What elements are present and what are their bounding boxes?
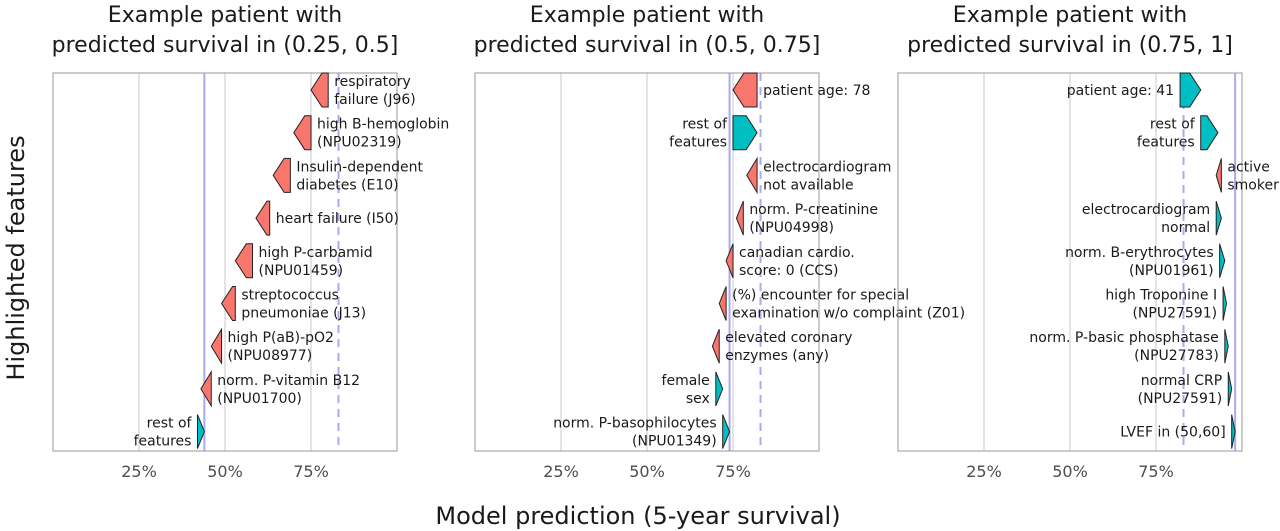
feature-label: electrocardiogram normal bbox=[1082, 202, 1210, 236]
feature-label: norm. P-creatinine (NPU04998) bbox=[749, 202, 878, 236]
panel-title: Example patient with bbox=[953, 3, 1187, 28]
feature-arrow bbox=[732, 115, 758, 151]
feature-arrow bbox=[1219, 243, 1226, 278]
feature-arrow bbox=[210, 327, 223, 365]
x-tick-label: 75% bbox=[1138, 462, 1174, 481]
feature-arrow bbox=[234, 243, 254, 279]
feature-label: norm. P-basophilocytes (NPU01349) bbox=[553, 416, 716, 450]
feature-arrow bbox=[272, 157, 291, 193]
x-axis-title: Model prediction (5-year survival) bbox=[435, 502, 840, 530]
feature-label: LVEF in (50,60] bbox=[1120, 425, 1225, 441]
panel-title: predicted survival in (0.25, 0.5] bbox=[52, 33, 399, 58]
panel-frame bbox=[474, 72, 820, 452]
x-tick-label: 50% bbox=[1052, 462, 1088, 481]
x-tick-label: 25% bbox=[121, 462, 157, 481]
panel-1: Example patient with predicted survival i… bbox=[52, 3, 450, 481]
feature-label: high P(aB)-pO2 (NPU08977) bbox=[228, 330, 334, 364]
x-tick-label: 25% bbox=[543, 462, 579, 481]
feature-arrow bbox=[718, 286, 727, 321]
feature-label: patient age: 41 bbox=[1067, 83, 1174, 99]
feature-arrow bbox=[735, 200, 744, 236]
feature-arrow bbox=[200, 370, 212, 408]
feature-label: active smoker bbox=[1227, 159, 1279, 193]
feature-label: norm. P-basic phosphatase (NPU27783) bbox=[1029, 330, 1218, 364]
panel-2: Example patient with predicted survival i… bbox=[474, 3, 965, 481]
feature-arrow bbox=[1224, 329, 1229, 364]
feature-label: norm. B-erythrocytes (NPU01961) bbox=[1065, 245, 1214, 279]
panel-title: predicted survival in (0.5, 0.75] bbox=[474, 33, 821, 58]
x-tick-label: 75% bbox=[715, 462, 751, 481]
feature-arrow bbox=[725, 243, 734, 278]
feature-arrow bbox=[1227, 371, 1233, 406]
feature-arrow bbox=[310, 72, 329, 108]
panel-frame bbox=[897, 72, 1243, 452]
feature-label: rest of features bbox=[669, 117, 728, 151]
feature-arrow bbox=[1215, 200, 1222, 236]
panel-3: Example patient with predicted survival i… bbox=[897, 3, 1279, 481]
x-tick-label: 75% bbox=[293, 462, 329, 481]
feature-arrow bbox=[196, 414, 205, 449]
feature-label: normal CRP (NPU27591) bbox=[1138, 373, 1223, 407]
feature-label: high Troponine I (NPU27591) bbox=[1105, 288, 1217, 322]
panel-frame bbox=[52, 72, 398, 452]
feature-label: elevated coronary enzymes (any) bbox=[725, 330, 852, 364]
feature-arrow bbox=[255, 200, 271, 236]
feature-arrow bbox=[1215, 158, 1222, 193]
feature-arrow bbox=[1179, 72, 1202, 108]
panel-title: predicted survival in (0.75, 1] bbox=[907, 33, 1233, 58]
feature-arrow bbox=[715, 371, 724, 407]
feature-arrow bbox=[220, 286, 236, 321]
feature-label: streptococcus pneumoniae (J13) bbox=[241, 288, 366, 322]
feature-label: respiratory failure (J96) bbox=[334, 74, 416, 108]
feature-arrow bbox=[722, 414, 731, 449]
feature-label: rest of features bbox=[1137, 117, 1196, 151]
feature-arrow bbox=[746, 156, 758, 195]
feature-arrow bbox=[1200, 115, 1219, 151]
panel-title: Example patient with bbox=[530, 3, 764, 28]
feature-arrow bbox=[1222, 286, 1228, 321]
feature-label: electrocardiogram not available bbox=[763, 159, 891, 193]
feature-label: female sex bbox=[662, 373, 710, 407]
panel-title: Example patient with bbox=[108, 3, 342, 28]
feature-label: canadian cardio. score: 0 (CCS) bbox=[739, 245, 855, 279]
feature-label: high P-carbamid (NPU01459) bbox=[259, 245, 373, 279]
feature-label: norm. P-vitamin B12 (NPU01700) bbox=[217, 373, 360, 407]
feature-arrow bbox=[293, 115, 312, 151]
feature-label: (%) encounter for special examination w/o… bbox=[732, 288, 965, 322]
feature-label: high B-hemoglobin (NPU02319) bbox=[317, 117, 449, 151]
feature-label: heart failure (I50) bbox=[276, 211, 399, 227]
y-axis-title: Highlighted features bbox=[2, 135, 30, 380]
feature-arrow bbox=[732, 72, 758, 108]
feature-arrow bbox=[1231, 414, 1236, 449]
feature-arrow bbox=[711, 329, 720, 364]
x-tick-label: 25% bbox=[966, 462, 1002, 481]
feature-label: patient age: 78 bbox=[763, 83, 870, 99]
x-tick-label: 50% bbox=[207, 462, 243, 481]
x-tick-label: 50% bbox=[629, 462, 665, 481]
feature-label: Insulin-dependent diabetes (E10) bbox=[296, 159, 423, 193]
feature-label: rest of features bbox=[134, 416, 193, 450]
